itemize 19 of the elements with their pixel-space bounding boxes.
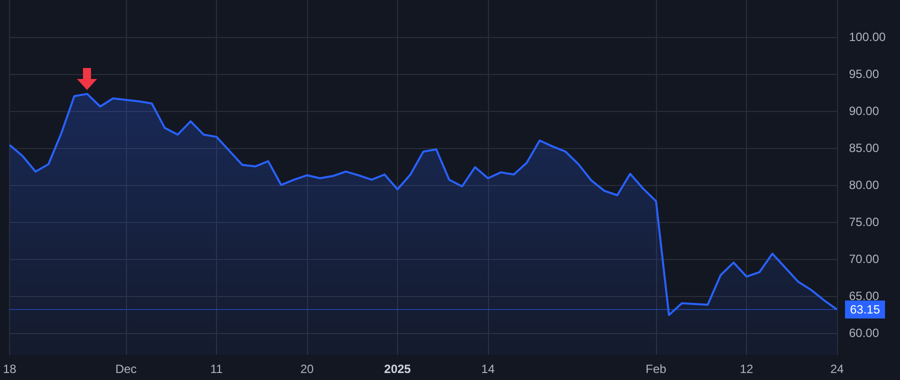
y-tick-label: 100.00 [849,30,886,44]
y-tick-label: 75.00 [849,214,880,229]
x-tick-label: 20 [300,362,314,376]
y-tick-label: 85.00 [849,140,880,155]
x-tick-label: Dec [115,362,137,376]
x-tick-label: 11 [210,362,224,376]
y-tick-label: 70.00 [849,252,880,266]
x-tick-label: 12 [740,362,754,376]
x-tick-label: 18 [2,362,17,376]
x-tick-label: 14 [481,362,495,376]
x-tick-label: Feb [646,362,667,376]
y-tick-label: 90.00 [849,104,880,118]
y-tick-label: 95.00 [849,66,880,81]
x-tick-label: 2025 [384,362,412,376]
x-tick-label: 24 [830,362,844,376]
y-tick-label: 60.00 [849,326,880,340]
y-tick-label: 65.00 [849,288,880,303]
y-tick-label: 80.00 [849,178,880,192]
ref-line-label: 63.15 [850,302,880,317]
